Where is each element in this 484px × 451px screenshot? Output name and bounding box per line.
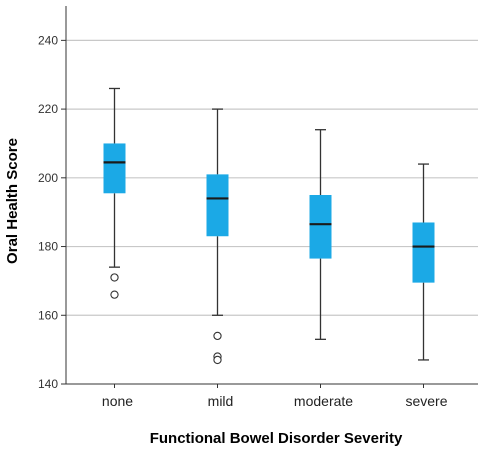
box-mild [206,108,229,365]
box-severe [412,163,435,361]
outlier-point [110,290,119,299]
outlier-point [110,273,119,282]
iqr-box [412,222,435,283]
y-axis-title: Oral Health Score [4,138,21,264]
iqr-box [309,195,332,259]
y-tick-label: 200 [38,171,58,185]
y-tick-label: 220 [38,102,58,116]
box-none [103,87,126,299]
iqr-box [103,143,126,194]
x-tick-label: moderate [294,393,353,409]
box-moderate [309,129,332,340]
outlier-point [213,355,222,365]
labels: 140 160 180 200 220 240 none mild moderate severe [38,33,448,409]
y-tick-label: 140 [38,377,58,391]
x-tick-label: severe [405,393,447,409]
x-tick-label: mild [208,393,234,409]
y-tick-label: 160 [38,308,58,322]
x-tick-label: none [102,393,133,409]
y-tick-label: 240 [38,33,58,47]
iqr-box [206,174,229,237]
axes [61,6,478,388]
x-axis-title: Functional Bowel Disorder Severity [150,430,403,447]
y-tick-label: 180 [38,240,58,254]
gridlines [66,39,478,316]
boxes [103,87,435,365]
outlier-point [213,331,222,341]
